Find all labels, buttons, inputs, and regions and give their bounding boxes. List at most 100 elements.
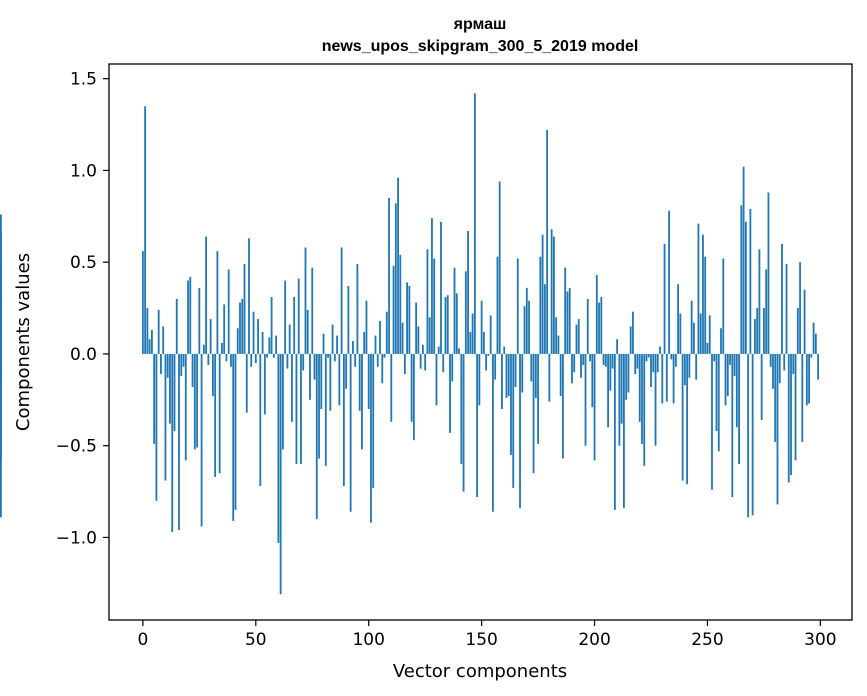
bar-160: [503, 346, 506, 354]
bar-264: [738, 353, 740, 465]
bar-92: [349, 353, 352, 512]
bar-292: [801, 353, 804, 443]
bar-77: [315, 353, 318, 520]
bar-150: [480, 300, 483, 354]
bar-138: [453, 267, 456, 354]
chart-title: ярмаш: [453, 16, 507, 33]
bar-282: [778, 353, 781, 384]
bar-undefined: [0, 230, 2, 354]
bar-151: [482, 331, 485, 354]
bar-280: [774, 353, 777, 443]
bar-120: [412, 353, 415, 441]
bar-166: [516, 258, 519, 354]
bar-27: [202, 344, 205, 354]
bar-233: [668, 210, 670, 354]
bar-275: [763, 308, 765, 354]
bar-152: [485, 353, 488, 371]
bar-13: [171, 353, 174, 532]
bar-185: [559, 353, 562, 397]
bar-228: [656, 353, 659, 373]
bar-38: [227, 269, 230, 354]
bar-52: [259, 353, 262, 487]
bar-277: [767, 192, 770, 354]
bar-72: [304, 247, 307, 354]
bar-263: [735, 353, 738, 428]
bar-undefined: [0, 353, 2, 376]
bar-23: [193, 353, 196, 450]
bar-112: [394, 203, 397, 354]
bar-85: [333, 353, 336, 362]
bar-163: [510, 353, 512, 455]
bar-231: [663, 243, 666, 354]
bar-241: [686, 353, 689, 485]
bar-196: [584, 353, 587, 446]
bar-284: [783, 353, 786, 371]
bar-34: [218, 353, 221, 474]
bar-297: [812, 322, 815, 354]
bar-206: [607, 353, 610, 428]
bar-201: [595, 275, 598, 354]
x-axis-ticks: 0 50 100 150 200 250 300: [137, 620, 837, 650]
bar-265: [740, 205, 743, 354]
bar-154: [489, 315, 492, 354]
bar-118: [408, 286, 411, 354]
bar-149: [478, 353, 481, 406]
bar-39: [230, 353, 232, 367]
bar-60: [277, 353, 280, 543]
bar-188: [566, 291, 569, 354]
bar-59: [275, 335, 278, 354]
bar-87: [338, 353, 341, 406]
bar-0: [141, 251, 144, 354]
bar-134: [444, 297, 447, 354]
bar-110: [390, 353, 393, 422]
bar-223: [645, 353, 648, 362]
bar-series: [0, 93, 820, 595]
bar-193: [577, 319, 580, 354]
bar-245: [695, 353, 698, 380]
bar-98: [363, 331, 366, 354]
bar-157: [496, 256, 499, 354]
bar-126: [426, 249, 429, 354]
bar-41: [234, 353, 237, 510]
bar-200: [593, 353, 596, 461]
bar-162: [507, 353, 510, 397]
bar-37: [225, 353, 228, 362]
bar-93: [351, 341, 354, 354]
bar-2: [146, 308, 149, 354]
bar-122: [417, 326, 420, 354]
bar-229: [659, 346, 661, 354]
bar-214: [625, 353, 628, 400]
bar-99: [365, 300, 368, 354]
bar-204: [602, 353, 605, 365]
bar-255: [717, 353, 720, 452]
bar-286: [787, 353, 790, 483]
bar-14: [173, 353, 176, 431]
y-tick-label: 1.5: [70, 70, 97, 90]
bar-139: [455, 293, 458, 354]
bar-156: [494, 353, 497, 380]
bar-10: [164, 353, 167, 481]
bar-240: [683, 353, 686, 386]
bar-132: [440, 221, 442, 354]
bar-80: [322, 333, 325, 354]
bar-165: [514, 353, 517, 387]
bar-192: [575, 324, 578, 354]
bar-161: [505, 353, 508, 398]
bar-117: [406, 282, 409, 354]
bar-250: [706, 342, 709, 354]
bar-213: [623, 353, 625, 509]
bar-undefined: [0, 353, 2, 461]
bar-171: [528, 300, 530, 354]
bar-276: [765, 269, 768, 354]
bar-266: [742, 166, 745, 354]
bar-26: [200, 353, 203, 527]
bar-261: [731, 353, 734, 498]
bar-44: [241, 298, 244, 354]
bar-194: [580, 353, 582, 378]
bar-189: [568, 287, 571, 354]
bar-90: [345, 353, 348, 389]
bar-212: [620, 353, 623, 424]
bar-203: [600, 297, 603, 354]
bar-91: [347, 286, 350, 354]
bar-269: [749, 208, 752, 354]
